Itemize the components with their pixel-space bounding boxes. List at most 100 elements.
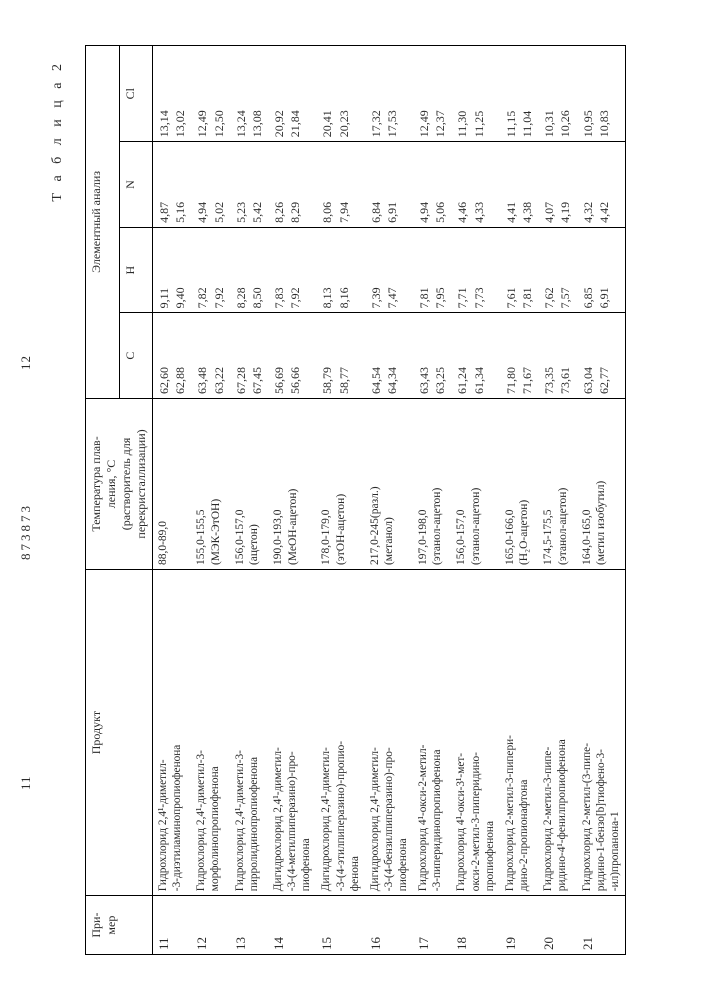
page-num-right: 12 [18,355,34,370]
cell-example: 18 [451,896,499,955]
cell-N: 4,41 4,38 [500,142,538,228]
cell-C: 67,28 67,45 [230,313,268,399]
cell-product: Дигидрохлорид 2,4¹-диметил- -3-(4-этилпи… [316,570,364,896]
cell-C: 73,35 73,61 [538,313,576,399]
cell-product: Гидрохлорид 2-метил-3-пипери- дино-2-про… [500,570,538,896]
cell-temp: 164,0-165,0 (метил изобутил) [577,398,626,569]
table-row: 12Гидрохлорид 2,4¹-диметил-3- морфолиноп… [191,46,229,955]
cell-temp: 217,0-245(разл.) (метанол) [365,398,413,569]
cell-H: 7,39 7,47 [365,227,413,313]
cell-temp: 178,0-179,0 (этОН-ацетон) [316,398,364,569]
cell-Cl: 13,14 13,02 [153,46,192,142]
cell-N: 5,23 5,42 [230,142,268,228]
th-N: N [119,142,153,228]
cell-product: Гидрохлорид 2-метил-3-пипе- ридино-4¹-фе… [538,570,576,896]
cell-example: 17 [413,896,451,955]
cell-example: 13 [230,896,268,955]
cell-N: 4,87 5,16 [153,142,192,228]
cell-C: 61,24 61,34 [451,313,499,399]
table-row: 11Гидрохлорид 2,4¹-диметил- -3-диэтилами… [153,46,192,955]
table-row: 15Дигидрохлорид 2,4¹-диметил- -3-(4-этил… [316,46,364,955]
cell-N: 4,32 4,42 [577,142,626,228]
table-row: 21Гидрохлорид 2-метил-(3-пипе- ридино-1-… [577,46,626,955]
cell-example: 14 [268,896,316,955]
page-num-center: 873873 [18,503,34,560]
table-row: 20Гидрохлорид 2-метил-3-пипе- ридино-4¹-… [538,46,576,955]
cell-product: Дигидрохлорид 2,4¹-диметил- -3-(4-метилп… [268,570,316,896]
cell-N: 4,46 4,33 [451,142,499,228]
cell-product: Гидрохлорид 2-метил-(3-пипе- ридино-1-бе… [577,570,626,896]
data-table: При- мер Продукт Температура плав- ления… [85,45,626,955]
cell-N: 4,07 4,19 [538,142,576,228]
cell-temp: 165,0-166,0 (Н₂О-ацетон) [500,398,538,569]
cell-C: 56,69 56,66 [268,313,316,399]
th-product: Продукт [86,570,153,896]
cell-temp: 156,0-157,0 (этанол-ацетон) [451,398,499,569]
cell-N: 6,84 6,91 [365,142,413,228]
th-C: C [119,313,153,399]
cell-H: 7,61 7,81 [500,227,538,313]
cell-Cl: 10,95 10,83 [577,46,626,142]
cell-C: 62,60 62,88 [153,313,192,399]
cell-C: 63,48 63,22 [191,313,229,399]
table-caption: Т а б л и ц а 2 [50,60,66,202]
cell-C: 58,79 58,77 [316,313,364,399]
cell-product: Гидрохлорид 4¹-окси-2-метил- -3-пипериди… [413,570,451,896]
cell-H: 7,83 7,92 [268,227,316,313]
cell-example: 11 [153,896,192,955]
cell-product: Гидрохлорид 2,4¹-диметил-3- морфолинопро… [191,570,229,896]
cell-example: 15 [316,896,364,955]
cell-H: 7,62 7,57 [538,227,576,313]
cell-temp: 155,0-155,5 (МЭК-ЭтОН) [191,398,229,569]
table-row: 13Гидрохлорид 2,4¹-диметил-3- пирролидин… [230,46,268,955]
cell-H: 8,28 8,50 [230,227,268,313]
cell-Cl: 20,92 21,84 [268,46,316,142]
cell-H: 7,81 7,95 [413,227,451,313]
table-body: 11Гидрохлорид 2,4¹-диметил- -3-диэтилами… [153,46,626,955]
page-num-left: 11 [18,775,34,790]
cell-temp: 197,0-198,0 (этанол-ацетон) [413,398,451,569]
th-example: При- мер [86,896,153,955]
cell-C: 63,43 63,25 [413,313,451,399]
table-row: 19Гидрохлорид 2-метил-3-пипери- дино-2-п… [500,46,538,955]
cell-H: 8,13 8,16 [316,227,364,313]
th-H: H [119,227,153,313]
cell-temp: 174,5-175,5 (этанол-ацетон) [538,398,576,569]
cell-H: 7,82 7,92 [191,227,229,313]
th-elem: Элементный анализ [86,46,120,399]
cell-example: 20 [538,896,576,955]
cell-product: Гидрохлорид 2,4¹-диметил- -3-диэтиламино… [153,570,192,896]
table-row: 17Гидрохлорид 4¹-окси-2-метил- -3-пипери… [413,46,451,955]
cell-N: 4,94 5,06 [413,142,451,228]
cell-product: Гидрохлорид 2,4¹-диметил-3- пирролидиноп… [230,570,268,896]
cell-N: 4,94 5,02 [191,142,229,228]
th-temp: Температура плав- ления, °С (растворител… [86,398,153,569]
cell-Cl: 12,49 12,50 [191,46,229,142]
cell-C: 71,80 71,67 [500,313,538,399]
cell-product: Гидрохлорид 4¹-окси-3¹-мет- окси-2-метил… [451,570,499,896]
cell-Cl: 10,31 10,26 [538,46,576,142]
cell-N: 8,26 8,29 [268,142,316,228]
cell-product: Дигидрохлорид 2,4¹-диметил- -3-(4-бензил… [365,570,413,896]
th-Cl: Cl [119,46,153,142]
cell-H: 6,85 6,91 [577,227,626,313]
cell-example: 16 [365,896,413,955]
cell-C: 63,04 62,77 [577,313,626,399]
cell-C: 64,54 64,34 [365,313,413,399]
table-row: 16Дигидрохлорид 2,4¹-диметил- -3-(4-бенз… [365,46,413,955]
cell-N: 8,06 7,94 [316,142,364,228]
cell-Cl: 12,49 12,37 [413,46,451,142]
cell-Cl: 11,30 11,25 [451,46,499,142]
cell-H: 7,71 7,73 [451,227,499,313]
cell-example: 12 [191,896,229,955]
cell-Cl: 20,41 20,23 [316,46,364,142]
table-row: 18Гидрохлорид 4¹-окси-3¹-мет- окси-2-мет… [451,46,499,955]
cell-H: 9,11 9,40 [153,227,192,313]
cell-Cl: 17,32 17,53 [365,46,413,142]
table-row: 14Дигидрохлорид 2,4¹-диметил- -3-(4-мети… [268,46,316,955]
cell-Cl: 13,24 13,08 [230,46,268,142]
cell-example: 19 [500,896,538,955]
cell-temp: 190,0-193,0 (МеОН-ацетон) [268,398,316,569]
cell-example: 21 [577,896,626,955]
cell-temp: 88,0-89,0 [153,398,192,569]
